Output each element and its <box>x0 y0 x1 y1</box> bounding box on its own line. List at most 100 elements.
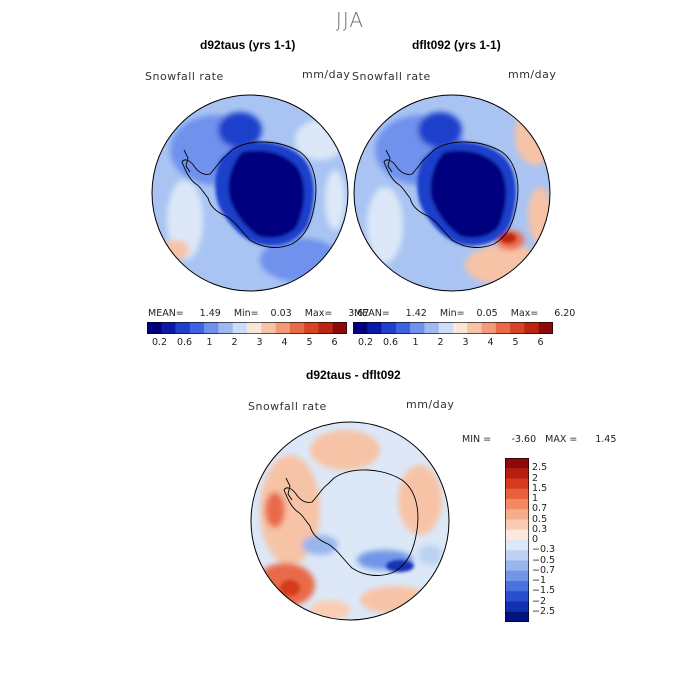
panel-2-colorbar-swatch-0 <box>353 322 368 334</box>
diff-colorbar-swatch-10 <box>505 560 529 572</box>
diff-colorbar-tick-label: −1 <box>532 575 547 586</box>
diff-colorbar-tick-label: 1 <box>532 493 539 504</box>
panel-2-colorbar-tick-label: 5 <box>512 337 519 348</box>
panel-1-colorbar-ticks: 0.2 0.6 1 2 3 4 5 6 <box>147 337 347 351</box>
panel-2-stats: MEAN= 1.42 Min= 0.05 Max= 6.20 <box>354 308 575 319</box>
panel-2-variable-label: Snowfall rate <box>352 70 431 83</box>
season-title: JJA <box>335 8 365 32</box>
diff-colorbar-swatch-14 <box>505 601 529 613</box>
diff-colorbar-swatch-4 <box>505 499 529 510</box>
diff-colorbar-swatch-12 <box>505 581 529 592</box>
panel-1-colorbar-swatch-6 <box>232 322 248 334</box>
panel-2-colorbar-swatch-13 <box>538 322 553 334</box>
panel-2-colorbar <box>353 322 553 334</box>
panel-1-colorbar-swatch-8 <box>261 322 276 334</box>
panel-1-colorbar-tick-label: 6 <box>331 337 338 348</box>
diff-colorbar-swatch-15 <box>505 611 529 622</box>
diff-max-label: MAX = <box>545 434 578 445</box>
diff-colorbar-swatch-3 <box>505 488 529 500</box>
diff-colorbar-tick-label: 2 <box>532 472 539 484</box>
panel-1-colorbar-swatch-1 <box>161 322 176 334</box>
diff-colorbar-swatch-0 <box>505 458 529 469</box>
panel-1-max-label: Max= <box>304 308 333 319</box>
panel-1-colorbar-tick-label: 3 <box>256 337 263 348</box>
diff-colorbar-tick-label: −2.5 <box>532 605 556 617</box>
panel-2-min-label: Min= <box>439 308 465 319</box>
panel-2-colorbar-tick-label: 6 <box>537 337 544 348</box>
panel-1-max-value: 3.67 <box>348 308 370 319</box>
panel-2-colorbar-swatch-4 <box>410 322 425 334</box>
panel-1-mean-value: 1.49 <box>199 308 221 319</box>
panel-2-units-label: mm/day <box>508 68 557 81</box>
panel-1-colorbar-swatch-9 <box>275 322 291 334</box>
panel-1-colorbar-swatch-7 <box>247 322 262 334</box>
panel-1-colorbar-tick-label: 0.6 <box>176 337 193 348</box>
diff-colorbar-swatch-13 <box>505 591 529 602</box>
diff-colorbar <box>505 458 529 622</box>
panel-2-colorbar-swatch-11 <box>510 322 525 334</box>
panel-1-colorbar-swatch-2 <box>175 322 191 334</box>
polar-map-panel-1 <box>152 95 348 291</box>
panel-2-colorbar-swatch-10 <box>495 322 511 334</box>
diff-colorbar-tick-label: −2 <box>532 595 547 607</box>
diff-colorbar-tick-label: −1.5 <box>532 585 556 597</box>
diff-colorbar-ticks: 2.5 2 1.5 1 0.7 0.5 0.3 0 −0.3 −0.5 −0.7 −1 −1.5 −2 −2… <box>532 458 592 622</box>
diff-colorbar-swatch-2 <box>505 478 529 490</box>
panel-1-colorbar-tick-label: 1 <box>206 337 213 348</box>
panel-1-colorbar-border <box>147 322 347 334</box>
diff-colorbar-tick-label: −0.7 <box>532 564 556 576</box>
diff-min-value: -3.60 <box>511 434 537 445</box>
diff-colorbar-tick-label: −0.5 <box>532 554 556 566</box>
polar-map-difference <box>251 422 449 620</box>
panel-1-colorbar-tick-label: 4 <box>281 337 288 348</box>
panel-1-colorbar-swatch-5 <box>218 322 234 334</box>
panel-2-colorbar-swatch-2 <box>381 322 397 334</box>
panel-2-colorbar-swatch-7 <box>453 322 468 334</box>
panel-1-colorbar-swatch-13 <box>332 322 347 334</box>
panel-1-stats: MEAN= 1.49 Min= 0.03 Max= 3.67 <box>148 308 369 319</box>
panel-1-colorbar-tick-label: 0.2 <box>151 337 168 348</box>
panel-2-max-value: 6.20 <box>554 308 576 319</box>
panel-1-variable-label: Snowfall rate <box>145 70 224 83</box>
panel-1-colorbar-swatch-10 <box>289 322 305 334</box>
panel-1-colorbar-tick-label: 2 <box>231 337 238 348</box>
panel-2-colorbar-tick-label: 1 <box>412 337 419 348</box>
diff-colorbar-tick-label: 0 <box>532 534 539 545</box>
panel-1-colorbar-swatch-12 <box>318 322 334 334</box>
panel-1-units-label: mm/day <box>302 68 351 81</box>
panel-2-colorbar-tick-label: 2 <box>437 337 444 348</box>
panel-1-min-label: Min= <box>233 308 259 319</box>
diff-colorbar-tick-label: 2.5 <box>532 462 548 474</box>
diff-colorbar-swatch-5 <box>505 509 529 520</box>
diff-colorbar-swatch-9 <box>505 550 529 561</box>
panel-2-title: dflt092 (yrs 1-1) <box>412 38 501 52</box>
panel-1-colorbar-swatch-0 <box>147 322 162 334</box>
diff-min-label: MIN = <box>462 434 492 445</box>
panel-2-mean-label: MEAN= <box>354 308 390 319</box>
panel-2-colorbar-tick-label: 4 <box>487 337 494 348</box>
panel-2-min-value: 0.05 <box>476 308 498 319</box>
diff-variable-label: Snowfall rate <box>248 400 327 413</box>
diff-colorbar-swatch-8 <box>505 540 529 551</box>
diff-colorbar-swatch-6 <box>505 519 529 531</box>
panel-2-colorbar-swatch-12 <box>524 322 540 334</box>
polar-map-panel-2 <box>354 95 550 291</box>
panel-1-colorbar-swatch-3 <box>189 322 205 334</box>
diff-colorbar-swatch-11 <box>505 570 529 582</box>
diff-panel-title: d92taus - dflt092 <box>306 368 401 382</box>
diff-colorbar-tick-label: 1.5 <box>532 482 548 494</box>
panel-2-max-label: Max= <box>510 308 539 319</box>
diff-colorbar-swatch-1 <box>505 468 529 479</box>
diff-units-label: mm/day <box>406 398 455 411</box>
diff-colorbar-border <box>505 458 529 622</box>
diff-max-value: 1.45 <box>595 434 617 445</box>
panel-2-colorbar-swatch-3 <box>395 322 411 334</box>
panel-2-colorbar-swatch-5 <box>424 322 440 334</box>
panel-2-mean-value: 1.42 <box>405 308 427 319</box>
panel-1-colorbar-swatch-4 <box>204 322 219 334</box>
panel-2-colorbar-tick-label: 3 <box>462 337 469 348</box>
panel-1-title: d92taus (yrs 1-1) <box>200 38 296 52</box>
panel-1-colorbar-tick-label: 5 <box>306 337 313 348</box>
